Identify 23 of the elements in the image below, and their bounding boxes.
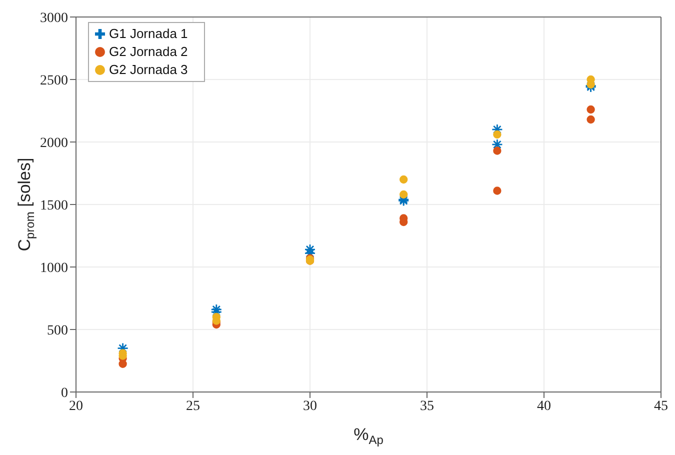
y-tick-label: 500 (47, 323, 68, 338)
point (586, 115, 595, 124)
y-tick-label: 1000 (40, 260, 68, 276)
x-tick-label: 40 (537, 398, 551, 414)
x-tick-label: 30 (303, 398, 317, 414)
y-tick-label: 0 (61, 386, 68, 401)
point (586, 105, 595, 114)
point (493, 130, 502, 139)
point (493, 186, 502, 195)
legend-label: G1 Jornada 1 (109, 26, 188, 41)
legend-label: G2 Jornada 3 (109, 62, 188, 77)
legend-label: G2 Jornada 2 (109, 44, 188, 59)
point (400, 175, 408, 184)
x-tick-label: 20 (69, 398, 83, 414)
x-tick-label: 25 (186, 398, 200, 414)
point (493, 146, 502, 155)
x-axis-title: %$_{Ap}$ (354, 425, 384, 447)
y-tick-label: 3000 (40, 10, 68, 26)
y-tick-label: 1500 (40, 198, 68, 214)
y-tick-label: 2000 (40, 136, 68, 151)
x-tick-label: 35 (420, 398, 434, 414)
x-tick-label: 45 (654, 398, 668, 414)
y-tick-label: 2500 (40, 73, 68, 88)
